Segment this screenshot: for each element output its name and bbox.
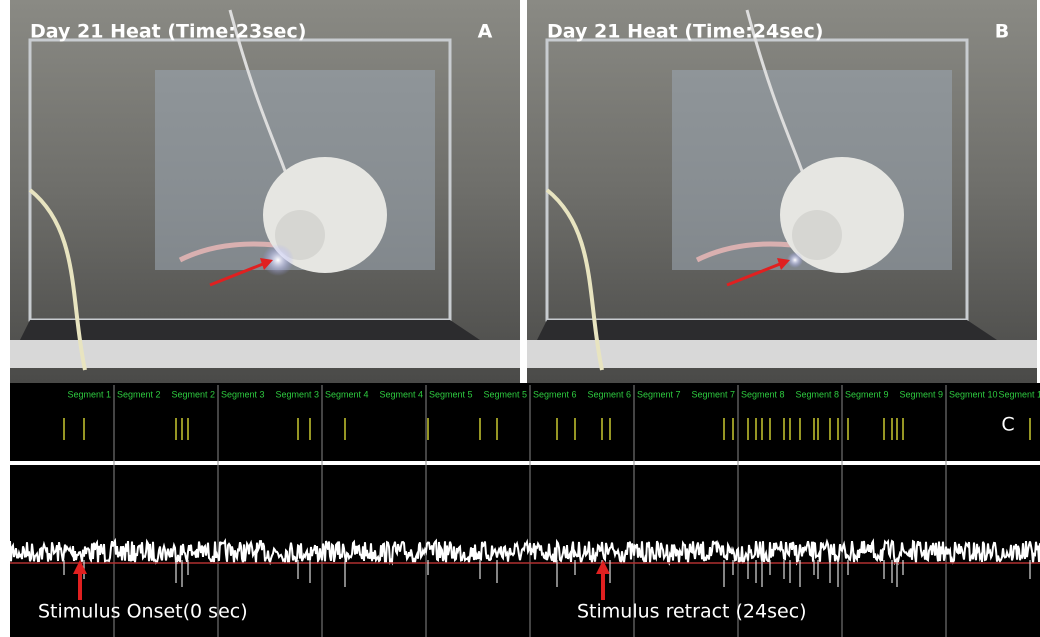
recording-background: [10, 383, 1040, 637]
segment-label: Segment 3: [221, 389, 265, 399]
segment-label: Segment 5: [483, 389, 527, 399]
ledge: [527, 340, 1037, 368]
segment-label: Segment 9: [845, 389, 889, 399]
segment-label: Segment 8: [795, 389, 839, 399]
figure: Day 21 Heat (Time:23sec) A Day 21 Heat (T…: [0, 0, 1040, 637]
segment-label: Segment 7: [691, 389, 735, 399]
segment-label: Segment 9: [899, 389, 943, 399]
segment-label: Segment 10: [949, 389, 998, 399]
photo-b: Day 21 Heat (Time:24sec) B: [527, 0, 1037, 383]
rat-head: [792, 210, 842, 260]
segment-label: Segment 4: [325, 389, 369, 399]
segment-label: Segment 3: [275, 389, 319, 399]
panel-letter: B: [995, 21, 1009, 43]
figure-canvas: Day 21 Heat (Time:23sec) A Day 21 Heat (T…: [0, 0, 1040, 637]
segment-label: Segment 1: [67, 389, 111, 399]
segment-label: Segment 2: [117, 389, 161, 399]
annotation: Stimulus retract (24sec): [577, 601, 807, 623]
segment-label: Segment 4: [379, 389, 423, 399]
segment-label: Segment 6: [587, 389, 631, 399]
panel-title: Day 21 Heat (Time:23sec): [30, 21, 306, 43]
segment-label: Segment 8: [741, 389, 785, 399]
segment-label: Segment 2: [171, 389, 215, 399]
panel-letter: A: [478, 21, 493, 43]
annotation: Stimulus Onset(0 sec): [38, 601, 248, 623]
segment-label: Segment 10: [998, 389, 1040, 399]
segment-label: Segment 5: [429, 389, 473, 399]
segment-label: Segment 7: [637, 389, 681, 399]
ledge: [10, 340, 520, 368]
segment-label: Segment 6: [533, 389, 577, 399]
panel-title: Day 21 Heat (Time:24sec): [547, 21, 823, 43]
photo-a: Day 21 Heat (Time:23sec) A: [10, 0, 520, 383]
panel-letter: C: [1001, 414, 1014, 436]
